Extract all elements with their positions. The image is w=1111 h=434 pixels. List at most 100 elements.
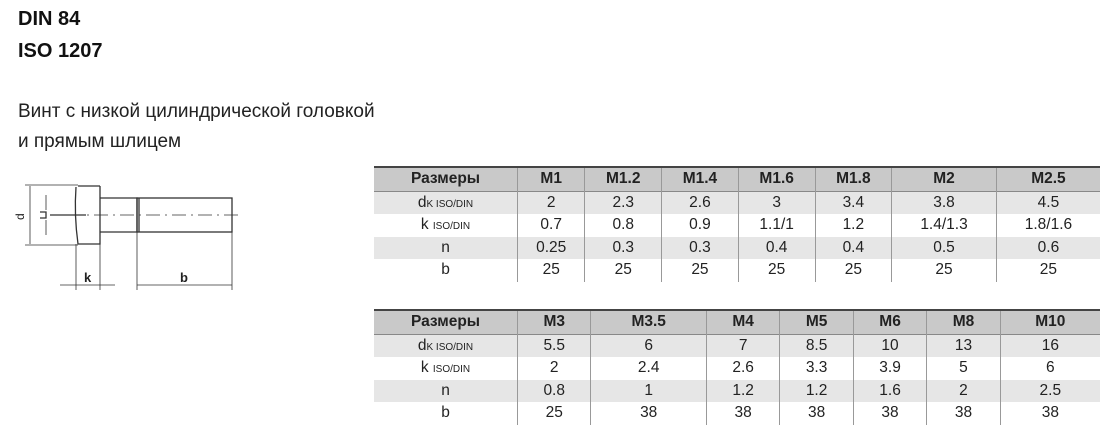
label-dk: d (13, 213, 27, 220)
value-cell: 1.2 (779, 379, 854, 402)
row-b: b 25 25 25 25 25 25 25 (374, 259, 1100, 282)
description-line-1: Винт с низкой цилиндрической головкой (18, 101, 375, 122)
row-label-k: k ISO/DIN (420, 359, 471, 377)
value-cell: 6 (999, 357, 1100, 380)
row-label-cell: b (374, 402, 518, 425)
row-label-cell: k ISO/DIN (374, 357, 518, 380)
description-line-2: и прямым шлицем (18, 131, 182, 152)
screw-drawing: k b d (13, 184, 240, 290)
value-cell: 25 (814, 259, 892, 282)
row-label-cell: n (374, 380, 518, 403)
value-cell: 0.8 (516, 379, 591, 402)
value-cell: 38 (852, 402, 927, 425)
value-cell: 0.25 (516, 236, 585, 259)
value-cell: 0.8 (584, 214, 662, 237)
value-cell: 2 (516, 357, 591, 380)
size-header: M1.2 (584, 167, 662, 191)
value-cell: 2.6 (705, 357, 780, 380)
value-cell: 3.3 (779, 357, 854, 380)
dimensions-table-2: Размеры M3 M3.5 M4 M5 M6 M8 M10 dk ISO/DIN 5.5 6 7 8… (374, 309, 1100, 425)
value-cell: 1.8/1.6 (995, 214, 1100, 237)
row-label-cell: k ISO/DIN (374, 214, 518, 237)
size-header: M5 (779, 310, 854, 334)
size-header: M1.4 (661, 167, 739, 191)
row-label-cell: dk ISO/DIN (374, 334, 518, 357)
value-cell: 13 (926, 334, 1001, 357)
standard-din: DIN 84 (18, 8, 81, 30)
value-cell: 4.5 (995, 191, 1100, 214)
row-dk: dk ISO/DIN 5.5 6 7 8.5 10 13 16 (374, 334, 1100, 357)
value-cell: 3.8 (891, 191, 997, 214)
value-cell: 25 (516, 402, 591, 425)
label-b: b (180, 270, 188, 285)
row-label-n: n (441, 238, 450, 256)
value-cell: 25 (995, 259, 1100, 282)
size-header: M3.5 (590, 310, 707, 334)
value-cell: 38 (999, 402, 1100, 425)
row-label-k: k ISO/DIN (420, 216, 471, 234)
size-header: M1 (516, 167, 585, 191)
value-cell: 0.7 (516, 214, 585, 237)
value-cell: 1 (590, 379, 707, 402)
size-header: M2 (891, 167, 997, 191)
row-label-dk: dk ISO/DIN (417, 193, 474, 211)
value-cell: 25 (661, 259, 739, 282)
row-label-cell: n (374, 237, 518, 260)
row-k: k ISO/DIN 0.7 0.8 0.9 1.1/1 1.2 1.4/1.3 1.8/1.6 (374, 214, 1100, 237)
row-label-cell: b (374, 259, 518, 282)
value-cell: 2.4 (590, 357, 707, 380)
value-cell: 25 (891, 259, 997, 282)
value-cell: 0.3 (661, 236, 739, 259)
value-cell: 5 (926, 357, 1001, 380)
header-label: Размеры (410, 170, 481, 188)
size-header: M6 (852, 310, 927, 334)
row-label-cell: dk ISO/DIN (374, 191, 518, 214)
value-cell: 8.5 (779, 334, 854, 357)
value-cell: 38 (779, 402, 854, 425)
row-b: b 25 38 38 38 38 38 38 (374, 402, 1100, 425)
value-cell: 25 (584, 259, 662, 282)
label-k: k (84, 270, 92, 285)
standard-iso: ISO 1207 (18, 40, 103, 62)
size-header: M4 (705, 310, 780, 334)
value-cell: 0.9 (661, 214, 739, 237)
value-cell: 1.4/1.3 (891, 214, 997, 237)
row-dk: dk ISO/DIN 2 2.3 2.6 3 3.4 3.8 4.5 (374, 191, 1100, 214)
value-cell: 10 (852, 334, 927, 357)
value-cell: 38 (705, 402, 780, 425)
value-cell: 38 (926, 402, 1001, 425)
value-cell: 2.5 (999, 379, 1100, 402)
value-cell: 25 (737, 259, 815, 282)
dimensions-table-1: Размеры M1 M1.2 M1.4 M1.6 M1.8 M2 M2.5 dk ISO/DI… (374, 166, 1100, 282)
size-header: M10 (999, 310, 1100, 334)
row-label-n: n (441, 381, 450, 399)
value-cell: 2.3 (584, 191, 662, 214)
row-label-b: b (441, 261, 450, 279)
row-label-dk: dk ISO/DIN (417, 336, 474, 354)
value-cell: 0.5 (891, 236, 997, 259)
value-cell: 1.1/1 (737, 214, 815, 237)
size-header: M1.6 (737, 167, 815, 191)
size-header: M1.8 (814, 167, 892, 191)
value-cell: 7 (705, 334, 780, 357)
header-row: Размеры M1 M1.2 M1.4 M1.6 M1.8 M2 M2.5 (374, 167, 1100, 191)
row-n: n 0.25 0.3 0.3 0.4 0.4 0.5 0.6 (374, 236, 1100, 260)
value-cell: 1.6 (852, 379, 927, 402)
value-cell: 16 (999, 334, 1100, 357)
value-cell: 1.2 (814, 214, 892, 237)
value-cell: 3.4 (814, 191, 892, 214)
value-cell: 2.6 (661, 191, 739, 214)
value-cell: 6 (590, 334, 707, 357)
size-header: M8 (926, 310, 1001, 334)
size-header: M3 (516, 310, 591, 334)
value-cell: 3 (737, 191, 815, 214)
value-cell: 0.4 (737, 236, 815, 259)
header-label: Размеры (410, 313, 481, 331)
value-cell: 0.3 (584, 236, 662, 259)
value-cell: 25 (516, 259, 585, 282)
size-header: M2.5 (995, 167, 1100, 191)
header-row: Размеры M3 M3.5 M4 M5 M6 M8 M10 (374, 310, 1100, 334)
value-cell: 0.4 (814, 236, 892, 259)
value-cell: 5.5 (516, 334, 591, 357)
value-cell: 2 (926, 379, 1001, 402)
